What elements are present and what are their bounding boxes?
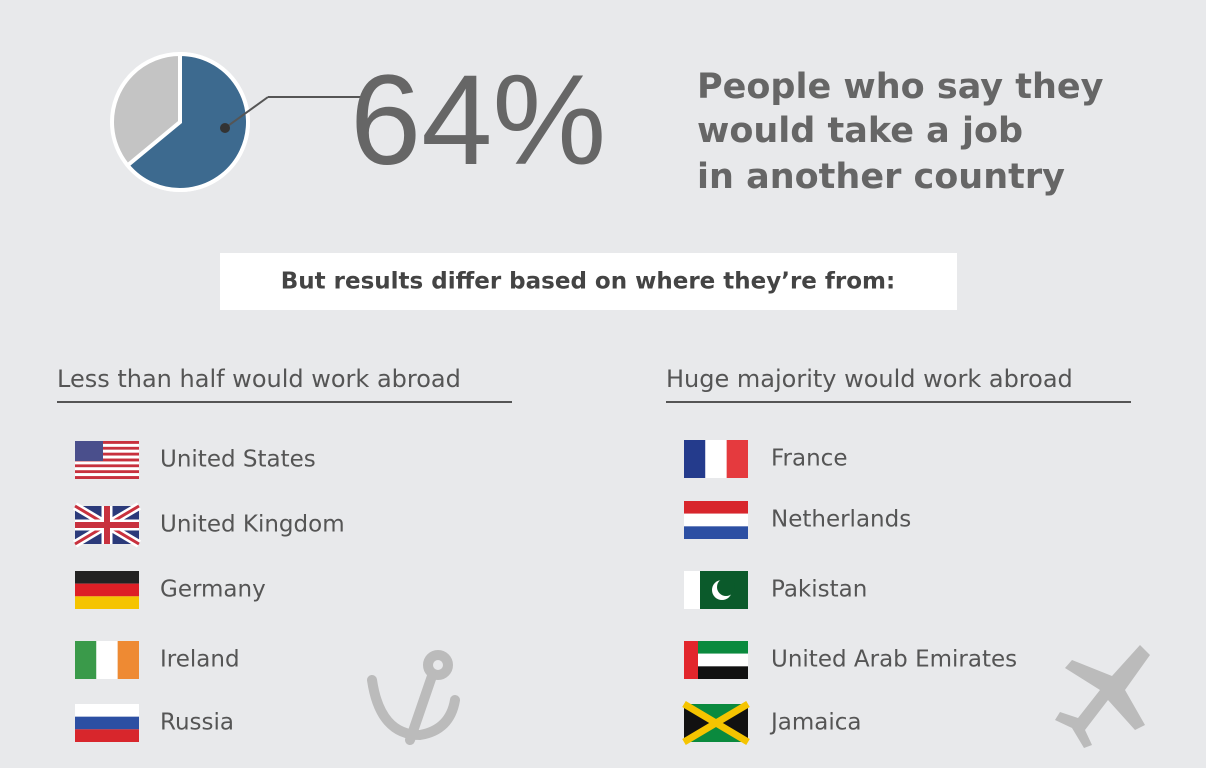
country-name: Ireland bbox=[160, 647, 240, 673]
flag-part bbox=[75, 571, 139, 584]
flag-part bbox=[75, 473, 139, 477]
flag-part bbox=[684, 653, 748, 667]
flag bbox=[684, 571, 748, 609]
flag-part bbox=[75, 506, 139, 544]
flag-part bbox=[684, 440, 706, 478]
country-name: Netherlands bbox=[771, 507, 911, 533]
flag-part bbox=[75, 467, 139, 471]
flag-part bbox=[75, 704, 139, 717]
country-name: United Kingdom bbox=[160, 512, 345, 538]
flag-part bbox=[684, 666, 748, 679]
stat-text: would take a job bbox=[697, 111, 1023, 151]
flag bbox=[684, 501, 748, 539]
flag-part bbox=[684, 641, 698, 679]
left-heading: Less than half would work abroad bbox=[57, 365, 461, 393]
plane-icon bbox=[1055, 645, 1150, 748]
flag-part bbox=[684, 526, 748, 539]
anchor-icon bbox=[367, 650, 460, 745]
flag bbox=[75, 704, 139, 742]
flag-part bbox=[684, 641, 748, 654]
flag-part bbox=[732, 571, 748, 609]
flag-part bbox=[75, 452, 139, 456]
country-name: Russia bbox=[160, 710, 234, 736]
stat-label: 64% bbox=[350, 49, 606, 192]
flag bbox=[684, 440, 748, 478]
country-name: United Arab Emirates bbox=[771, 647, 1017, 673]
flag-part bbox=[682, 700, 750, 746]
flag-part bbox=[75, 476, 139, 479]
flag-part bbox=[117, 641, 139, 679]
flag-part bbox=[717, 578, 735, 596]
flag-part bbox=[75, 441, 103, 461]
banner-box bbox=[220, 253, 957, 310]
flag-part bbox=[75, 446, 139, 450]
flag-part bbox=[75, 716, 139, 730]
country-name: Pakistan bbox=[771, 577, 867, 603]
flag-part bbox=[75, 461, 139, 465]
banner-text: But results differ based on where they’r… bbox=[281, 269, 895, 295]
flag-part bbox=[684, 513, 748, 527]
flag bbox=[75, 571, 139, 609]
flag-part bbox=[75, 641, 97, 679]
flag bbox=[75, 641, 139, 679]
flag-part bbox=[700, 571, 716, 609]
flag bbox=[684, 641, 748, 679]
flag-part bbox=[96, 641, 118, 679]
flag-part bbox=[75, 583, 139, 597]
country-name: Jamaica bbox=[769, 710, 862, 736]
flag bbox=[682, 700, 750, 746]
flag-part bbox=[75, 470, 139, 474]
flag-part bbox=[684, 571, 700, 609]
country-name: United States bbox=[160, 447, 316, 473]
flag-part bbox=[75, 441, 139, 444]
flag-part bbox=[75, 464, 139, 468]
flag-part bbox=[684, 501, 748, 514]
flag-part bbox=[705, 440, 727, 478]
pie-share bbox=[124, 51, 250, 192]
stat-text: People who say they bbox=[697, 67, 1104, 107]
right-heading: Huge majority would work abroad bbox=[666, 365, 1073, 393]
flag-part bbox=[75, 596, 139, 609]
pointer-line bbox=[224, 96, 269, 129]
flag-part bbox=[75, 443, 139, 447]
stat-text: in another country bbox=[697, 157, 1065, 197]
country-name: Germany bbox=[160, 577, 266, 603]
flag-part bbox=[75, 458, 139, 462]
country-name: France bbox=[771, 446, 847, 472]
flag-part bbox=[75, 455, 139, 459]
flag bbox=[72, 502, 142, 548]
flag-part bbox=[75, 449, 139, 453]
flag-part bbox=[75, 729, 139, 742]
flag-part bbox=[726, 440, 748, 478]
pointer-dot bbox=[220, 123, 230, 133]
flag bbox=[75, 441, 139, 479]
